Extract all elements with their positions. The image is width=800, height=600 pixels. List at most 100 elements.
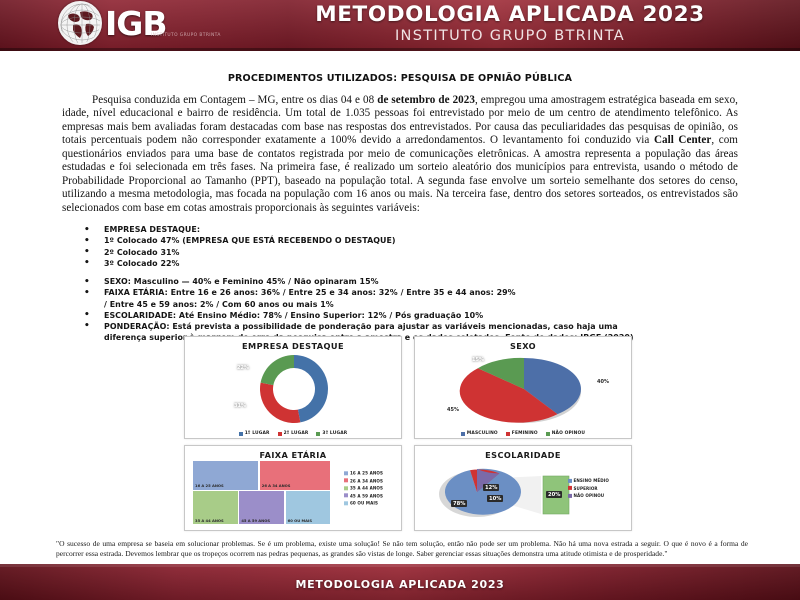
legend-swatch-icon — [343, 478, 348, 483]
legend-label-60-mais: 60 OU MAIS — [349, 500, 379, 506]
pie-label-nao-opinou: 15% — [472, 357, 484, 363]
treemap-label-26-34: 26 A 34 ANOS — [261, 483, 291, 488]
legend-label-35-44: 35 A 44 ANOS — [349, 485, 383, 491]
paragraph-part-1: Pesquisa conduzida em Contagem – MG, ent… — [92, 94, 378, 106]
page-header: IGB INSTITUTO GRUPO BTRINTA METODOLOGIA … — [0, 0, 800, 51]
section-title: PROCEDIMENTOS UTILIZADOS: PESQUISA DE OP… — [227, 73, 573, 84]
logo-text: IGB — [105, 3, 168, 43]
footer-title: METODOLOGIA APLICADA 2023 — [295, 577, 505, 591]
document-sheet: PROCEDIMENTOS UTILIZADOS: PESQUISA DE OP… — [0, 51, 800, 564]
legend-swatch-icon — [567, 478, 572, 483]
legend-label-masculino: MASCULINO — [466, 431, 498, 436]
legend-item-escolaridade-nao-opinou: NÃO OPINOU — [567, 493, 610, 499]
escolaridade-label-nao-opinou: 10% — [487, 495, 504, 502]
chart-title-sexo: SEXO — [509, 341, 537, 351]
institute-logo: IGB INSTITUTO GRUPO BTRINTA — [58, 1, 220, 45]
bullet-ponderacao: PONDERAÇÃO: Está prevista a possibilidad… — [78, 320, 800, 333]
legend-item-60-mais: 60 OU MAIS — [343, 500, 383, 506]
legend-label-1-lugar: 1º LUGAR — [244, 431, 270, 436]
legend-swatch-icon — [460, 431, 465, 436]
legend-item-3-lugar: 3º LUGAR — [316, 431, 347, 436]
legend-label-feminino: FEMININO — [511, 431, 538, 436]
legend-item-ensino-medio: ENSINO MÉDIO — [567, 477, 610, 483]
escolaridade-label-secondary-bar: 20% — [546, 491, 563, 498]
legend-label-escolaridade-nao-opinou: NÃO OPINOU — [573, 493, 605, 499]
intro-paragraph: Pesquisa conduzida em Contagem – MG, ent… — [62, 94, 738, 215]
legend-item-35-44: 35 A 44 ANOS — [343, 485, 383, 491]
bullet-faixa-etaria-cont: / Entre 45 e 59 anos: 2% / Com 60 anos o… — [104, 299, 334, 309]
legend-label-2-lugar: 2º LUGAR — [283, 431, 309, 436]
bullet-escolaridade: ESCOLARIDADE: Até Ensino Médio: 78% / En… — [78, 309, 800, 322]
legend-swatch-icon — [277, 431, 282, 436]
legend-item-superior: SUPERIOR — [567, 485, 610, 491]
page-footer: METODOLOGIA APLICADA 2023 — [0, 564, 800, 600]
legend-escolaridade: ENSINO MÉDIO SUPERIOR NÃO OPINOU — [567, 477, 610, 499]
legend-label-nao-opinou: NÃO OPINOU — [551, 431, 586, 436]
legend-item-feminino: FEMININO — [505, 431, 538, 436]
legend-item-26-34: 26 A 34 ANOS — [343, 477, 383, 483]
legend-swatch-icon — [505, 431, 510, 436]
bullet-terceiro-colocado: 3º Colocado 22% — [78, 257, 800, 270]
legend-sexo: MASCULINO FEMININO NÃO OPINOU — [415, 431, 631, 436]
page-subtitle: INSTITUTO GRUPO BTRINTA — [394, 27, 626, 44]
bullet-group-empresa: EMPRESA DESTAQUE: 1º Colocado 47% (EMPRE… — [78, 224, 800, 271]
pie-of-pie-svg — [439, 468, 570, 517]
legend-faixa-etaria: 16 A 25 ANOS 26 A 34 ANOS 35 A 44 ANOS 4… — [343, 470, 383, 506]
escolaridade-label-ensino-medio: 78% — [451, 500, 468, 507]
bullet-segundo-colocado: 2º Colocado 31% — [78, 246, 800, 259]
paragraph-part-2: , empregou uma amostragem estratégica ba… — [62, 94, 739, 147]
chart-body-escolaridade: 78% 12% 10% 20% — [415, 460, 631, 528]
treemap-cell-45-59: 45 A 59 ANOS — [239, 491, 285, 525]
legend-item-45-59: 45 A 59 ANOS — [343, 493, 383, 499]
legend-swatch-icon — [343, 470, 348, 475]
legend-label-ensino-medio: ENSINO MÉDIO — [573, 477, 609, 483]
charts-grid: EMPRESA DESTAQUE 22% 31% — [184, 336, 632, 531]
legend-item-1-lugar: 1º LUGAR — [238, 431, 270, 436]
legend-swatch-icon — [316, 431, 321, 436]
header-titles: METODOLOGIA APLICADA 2023 INSTITUTO GRUP… — [250, 2, 770, 45]
page-title: METODOLOGIA APLICADA 2023 — [315, 2, 705, 27]
paragraph-part-3: , com questionários enviados para uma ba… — [62, 134, 738, 214]
chart-title-empresa: EMPRESA DESTAQUE — [242, 341, 344, 351]
legend-item-masculino: MASCULINO — [460, 431, 498, 436]
legend-swatch-icon — [343, 501, 348, 506]
bullet-faixa-etaria: FAIXA ETÁRIA: Entre 16 e 26 anos: 36% / … — [78, 287, 800, 300]
legend-label-16-25: 16 A 25 ANOS — [349, 470, 383, 476]
legend-swatch-icon — [343, 486, 348, 490]
treemap-label-45-59: 45 A 59 ANOS — [241, 518, 271, 523]
legend-label-45-59: 45 A 59 ANOS — [349, 493, 383, 499]
legend-swatch-icon — [343, 493, 348, 498]
legend-swatch-icon — [545, 431, 550, 436]
chart-faixa-etaria: FAIXA ETÁRIA 16 A 25 ANOS 26 A 34 ANOS 3… — [184, 445, 402, 531]
chart-escolaridade: ESCOLARIDADE — [414, 445, 632, 531]
bullet-empresa-destaque: EMPRESA DESTAQUE: — [78, 224, 800, 237]
treemap-label-60-mais: 60 OU MAIS — [287, 518, 313, 523]
pie-label-feminino: 45% — [447, 407, 459, 413]
treemap-cell-35-44: 35 A 44 ANOS — [193, 491, 238, 525]
variables-bullet-list: EMPRESA DESTAQUE: 1º Colocado 47% (EMPRE… — [78, 224, 800, 343]
legend-item-16-25: 16 A 25 ANOS — [343, 470, 383, 476]
legend-swatch-icon — [238, 431, 243, 436]
paragraph-bold-date: de setembro de 2023 — [377, 94, 475, 106]
treemap-label-35-44: 35 A 44 ANOS — [195, 518, 224, 523]
treemap-faixa-etaria: 16 A 25 ANOS 26 A 34 ANOS 35 A 44 ANOS 4… — [193, 461, 331, 525]
donut-label-3-lugar: 22% — [237, 365, 249, 371]
donut-chart-svg — [260, 355, 328, 423]
legend-item-2-lugar: 2º LUGAR — [277, 431, 309, 436]
legend-empresa-destaque: 1º LUGAR 2º LUGAR 3º LUGAR — [185, 431, 401, 436]
bullet-primeiro-colocado: 1º Colocado 47% (EMPRESA QUE ESTÁ RECEBE… — [78, 235, 800, 248]
chart-body-empresa: 22% 31% — [185, 351, 401, 425]
pie-label-masculino: 40% — [597, 379, 609, 385]
legend-swatch-icon — [567, 493, 572, 498]
treemap-cell-26-34: 26 A 34 ANOS — [259, 461, 331, 490]
closing-quote: "O sucesso de uma empresa se baseia em s… — [56, 539, 748, 558]
bullet-sexo: SEXO: Masculino — 40% e Feminino 45% / N… — [78, 276, 800, 289]
donut-label-2-lugar: 31% — [234, 403, 246, 409]
chart-title-faixa-etaria: FAIXA ETÁRIA — [259, 450, 327, 460]
bullet-group-variaveis: SEXO: Masculino — 40% e Feminino 45% / N… — [78, 276, 800, 343]
legend-label-superior: SUPERIOR — [573, 485, 598, 491]
legend-label-26-34: 26 A 34 ANOS — [349, 477, 383, 483]
chart-empresa-destaque: EMPRESA DESTAQUE 22% 31% — [184, 336, 402, 439]
treemap-label-16-25: 16 A 25 ANOS — [195, 483, 224, 488]
